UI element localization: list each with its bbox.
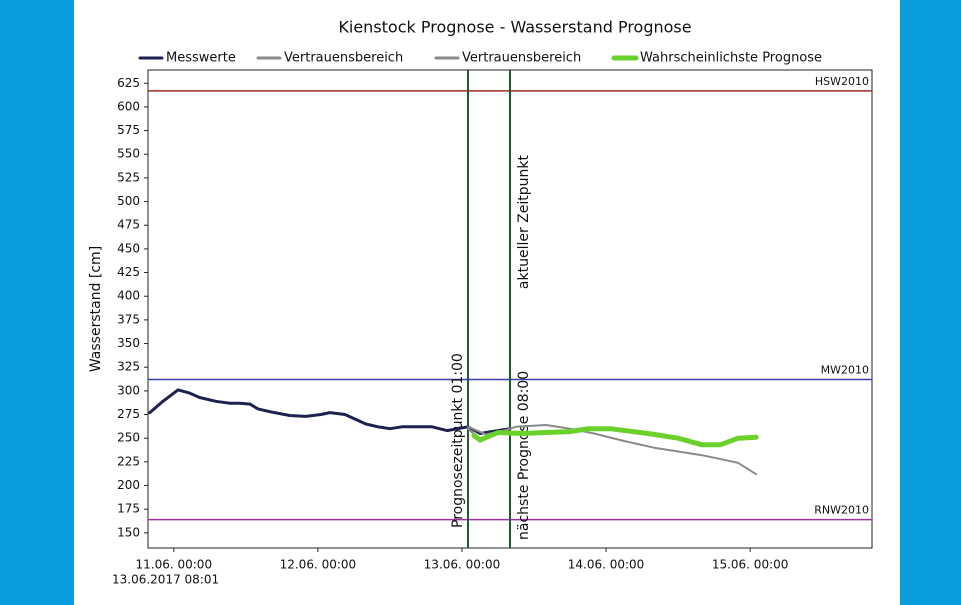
y-tick-label: 325 xyxy=(117,360,140,374)
y-tick-label: 250 xyxy=(117,431,140,445)
x-tick-label: 13.06. 00:00 xyxy=(424,558,501,572)
y-tick-label: 450 xyxy=(117,241,140,255)
series-line xyxy=(148,388,512,435)
legend-label: Messwerte xyxy=(166,51,236,66)
y-tick-label: 625 xyxy=(117,76,140,90)
y-tick-label: 475 xyxy=(117,218,140,232)
legend-label: Vertrauensbereich xyxy=(284,51,403,66)
x-tick-label: 12.06. 00:00 xyxy=(280,558,357,572)
y-tick-label: 425 xyxy=(117,265,140,279)
legend-label: Wahrscheinlichste Prognose xyxy=(640,51,822,66)
y-tick-label: 300 xyxy=(117,383,140,397)
marker-label: Prognosezeitpunkt 01:00 xyxy=(450,353,466,528)
legend-label: Vertrauensbereich xyxy=(462,51,581,66)
y-tick-label: 150 xyxy=(117,525,140,539)
y-tick-label: 500 xyxy=(117,194,140,208)
chart-title: Kienstock Prognose - Wasserstand Prognos… xyxy=(338,18,691,37)
y-tick-label: 400 xyxy=(117,289,140,303)
y-tick-label: 275 xyxy=(117,407,140,421)
x-tick-label: 11.06. 00:00 xyxy=(136,558,213,572)
marker-label: aktueller Zeitpunkt xyxy=(516,154,532,289)
y-tick-label: 600 xyxy=(117,99,140,113)
y-tick-label: 225 xyxy=(117,454,140,468)
series-line xyxy=(471,426,759,448)
reference-label: HSW2010 xyxy=(815,75,869,88)
y-tick-label: 525 xyxy=(117,170,140,184)
y-tick-label: 175 xyxy=(117,502,140,516)
panel xyxy=(74,0,900,605)
y-tick-label: 200 xyxy=(117,478,140,492)
y-tick-label: 350 xyxy=(117,336,140,350)
x-tick-label: 15.06. 00:00 xyxy=(712,558,789,572)
x-tick-label: 14.06. 00:00 xyxy=(568,558,645,572)
y-axis-label: Wasserstand [cm] xyxy=(88,246,104,372)
y-tick-label: 575 xyxy=(117,123,140,137)
reference-label: RNW2010 xyxy=(814,504,869,517)
marker-label: nächste Prognose 08:00 xyxy=(516,371,532,540)
reference-label: MW2010 xyxy=(821,364,869,377)
y-tick-label: 550 xyxy=(117,147,140,161)
footnote: 13.06.2017 08:01 xyxy=(112,573,219,587)
y-tick-label: 375 xyxy=(117,312,140,326)
